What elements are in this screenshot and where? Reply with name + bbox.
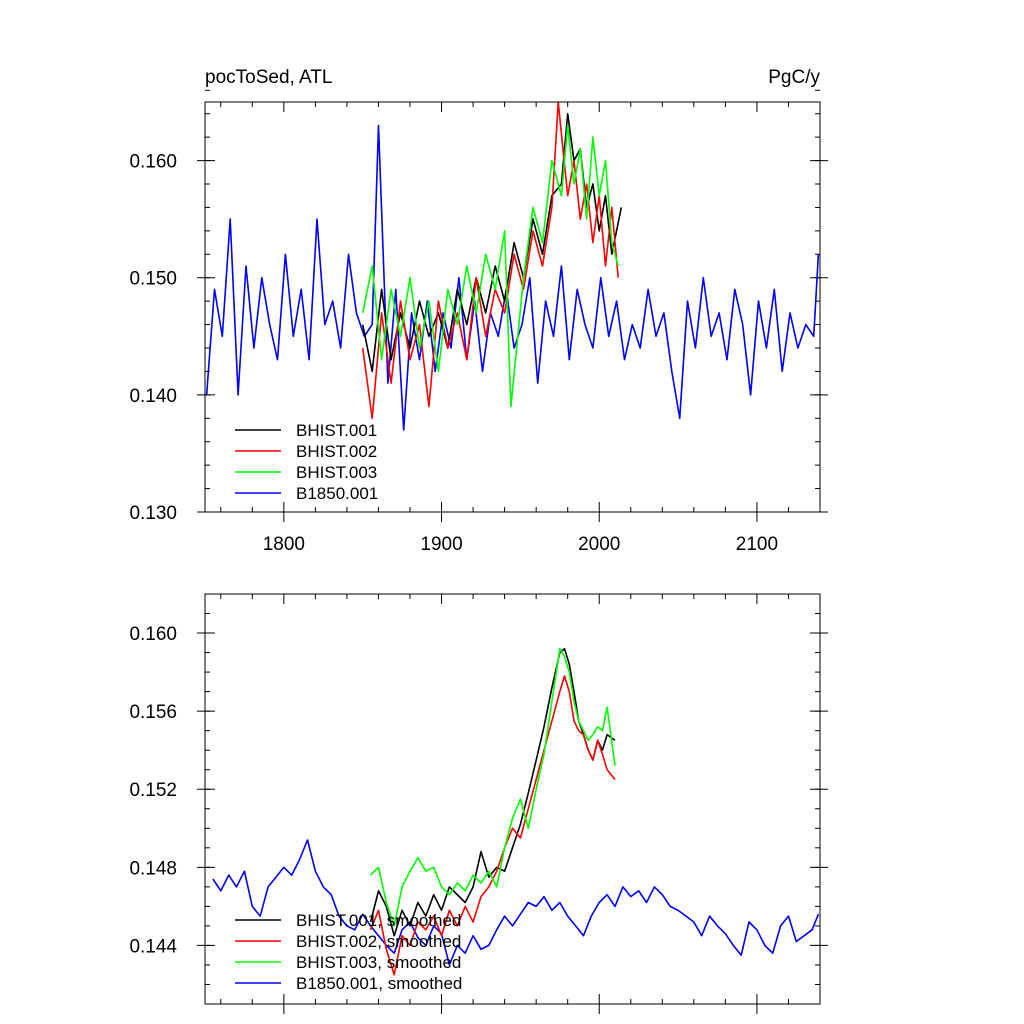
bottom-panel-frame bbox=[204, 593, 821, 1005]
top-panel-series bbox=[205, 101, 820, 431]
series-line-bhist-001-smoothed bbox=[369, 647, 616, 937]
legend-label: B1850.001 bbox=[296, 484, 378, 503]
x-tick-label: 1800 bbox=[263, 534, 305, 555]
legend-label: BHIST.001, smoothed bbox=[296, 911, 461, 930]
y-tick-label: 0.140 bbox=[129, 386, 177, 407]
bottom-panel-series bbox=[212, 647, 820, 976]
x-tick-label: 2100 bbox=[736, 534, 778, 555]
legend-label: BHIST.002 bbox=[296, 442, 377, 461]
series-line-bhist-003-smoothed bbox=[370, 647, 616, 927]
series-line-bhist-001 bbox=[361, 112, 623, 373]
series-line-bhist-002 bbox=[361, 101, 619, 420]
y-tick-label: 0.160 bbox=[129, 152, 177, 173]
top-panel-frame bbox=[204, 101, 821, 513]
top-panel: pocToSed, ATL PgC/y 1800 1900 2000 2100 0.13… bbox=[129, 67, 828, 555]
top-panel-axes: 1800 1900 2000 2100 0.130 0.140 0.150 0.160 bbox=[129, 89, 828, 555]
x-tick-label: 1900 bbox=[420, 534, 462, 555]
legend-label: BHIST.003, smoothed bbox=[296, 953, 461, 972]
top-panel-title-left: pocToSed, ATL bbox=[205, 67, 332, 88]
y-tick-label: 0.160 bbox=[129, 624, 177, 645]
series-line-bhist-003 bbox=[361, 124, 619, 408]
legend-label: BHIST.003 bbox=[296, 463, 377, 482]
legend-label: BHIST.002, smoothed bbox=[296, 932, 461, 951]
y-tick-label: 0.130 bbox=[129, 503, 177, 524]
y-tick-label: 0.148 bbox=[129, 858, 177, 879]
y-tick-label: 0.152 bbox=[129, 780, 177, 801]
legend-label: B1850.001, smoothed bbox=[296, 974, 462, 993]
bottom-panel-axes: 0.144 0.148 0.152 0.156 0.160 bbox=[129, 593, 828, 1014]
y-tick-label: 0.150 bbox=[129, 269, 177, 290]
series-line-bhist-002-smoothed bbox=[369, 675, 616, 976]
top-panel-units: PgC/y bbox=[768, 67, 820, 88]
series-line-b1850-001-smoothed bbox=[212, 839, 820, 966]
x-tick-label: 2000 bbox=[578, 534, 620, 555]
y-tick-label: 0.144 bbox=[129, 936, 177, 957]
top-panel-legend: BHIST.001 BHIST.002 BHIST.003 B1850.001 bbox=[235, 421, 378, 503]
legend-label: BHIST.001 bbox=[296, 421, 377, 440]
series-line-b1850-001 bbox=[205, 124, 820, 431]
bottom-panel-legend: BHIST.001, smoothed BHIST.002, smoothed BH… bbox=[235, 911, 462, 993]
y-tick-label: 0.156 bbox=[129, 702, 177, 723]
bottom-panel: 0.144 0.148 0.152 0.156 0.160 BHIST.001, smo… bbox=[129, 593, 828, 1014]
